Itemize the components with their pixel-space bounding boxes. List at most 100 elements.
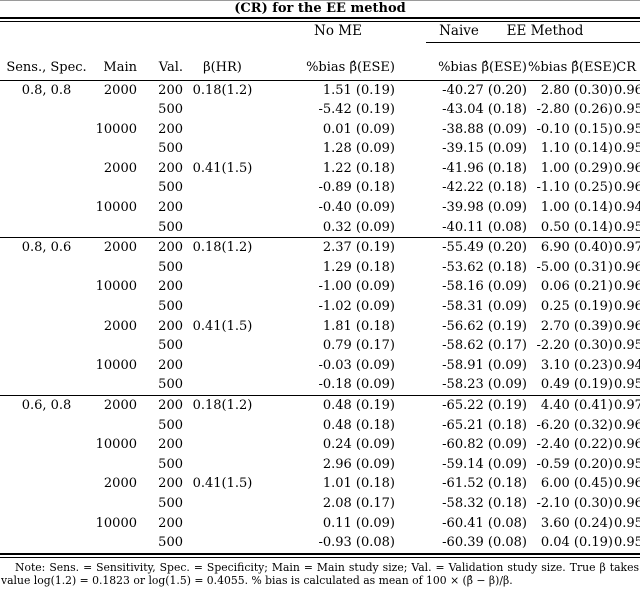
table-cell: 1.00 (0.29): [540, 160, 613, 176]
table-row: 10000 200 -0.40 (0.09) -39.98 (0.09) 1.00 (0…: [0, 198, 640, 218]
table-cell: 500: [158, 417, 183, 433]
table-cell: -0.59 (0.20): [536, 456, 613, 472]
table-cell: 10000: [95, 200, 137, 216]
table-cell: 1.22 (0.18): [322, 160, 395, 176]
table-cell: 1.81 (0.18): [322, 318, 395, 334]
table-row: 0.6, 0.8 2000 200 0.18(1.2) 0.48 (0.19) -65.2…: [0, 394, 640, 416]
table-row: 500 -0.93 (0.08) -60.39 (0.08) 0.04 (0.19) 0…: [0, 533, 640, 553]
table-cell: [184, 120, 262, 140]
table-cell: 0.41(1.5): [192, 160, 253, 176]
table-cell: [88, 297, 138, 317]
table-cell: 2.80 (0.30): [540, 82, 613, 98]
table-cell: 1.00 (0.14): [540, 200, 613, 216]
table-cell: -58.32 (0.18): [442, 495, 527, 511]
table-cell: [88, 375, 138, 395]
table-cell: 0.96: [614, 279, 640, 295]
table-cell: [0, 494, 88, 514]
table-cell: [184, 455, 262, 475]
table-cell: [88, 533, 138, 553]
table-cell: [88, 336, 138, 356]
table-cell: [0, 297, 88, 317]
table-cell: [184, 178, 262, 198]
table-cell: -5.42 (0.19): [318, 102, 395, 118]
table-cell: 0.95: [614, 141, 640, 157]
table-cell: [184, 514, 262, 534]
table-caption: (CR) for the EE method: [234, 1, 406, 16]
table-cell: 200: [158, 357, 183, 373]
table-cell: 200: [158, 437, 183, 453]
table-cell: -2.10 (0.30): [536, 495, 613, 511]
table-cell: [88, 494, 138, 514]
table-cell: 2000: [103, 160, 137, 176]
table-cell: -6.20 (0.32): [536, 417, 613, 433]
table-cell: 500: [158, 141, 183, 157]
table-cell: -65.22 (0.19): [396, 394, 528, 416]
group-header-naive: Naive: [439, 23, 479, 40]
table-cell: -0.93 (0.08): [318, 535, 395, 551]
table-cell: [184, 416, 262, 436]
table-cell: 10000: [95, 279, 137, 295]
table-cell: 0.48 (0.18): [322, 417, 395, 433]
table-cell: 0.95: [614, 377, 640, 393]
table-cell: 0.96: [614, 180, 640, 196]
group-header-row: No ME Naive EE Method: [0, 22, 640, 43]
table-row: 500 -1.02 (0.09) -58.31 (0.09) 0.25 (0.19) 0…: [0, 297, 640, 317]
table-cell: 10000: [95, 121, 137, 137]
table-cell: -0.18 (0.09): [318, 377, 395, 393]
table-cell: -55.49 (0.20): [396, 237, 528, 258]
table-cell: 500: [158, 377, 183, 393]
table-cell: 200: [138, 394, 184, 416]
table-cell: [0, 218, 88, 238]
table-cell: 2.37 (0.19): [262, 237, 396, 258]
table-cell: -61.52 (0.18): [442, 476, 527, 492]
table-row: 10000 200 -1.00 (0.09) -58.16 (0.09) 0.06 (0…: [0, 277, 640, 297]
table-cell: [0, 474, 88, 494]
table-cell: 200: [158, 121, 183, 137]
table-cell: 500: [158, 299, 183, 315]
table-cell: -58.23 (0.09): [442, 377, 527, 393]
table-cell: 0.32 (0.09): [322, 219, 395, 235]
table-cell: -2.20 (0.30): [536, 338, 613, 354]
table-cell: [184, 356, 262, 376]
table-cell: 2000: [103, 82, 137, 98]
table-cell: [0, 258, 88, 278]
table-cell: 10000: [95, 437, 137, 453]
table-cell: [0, 375, 88, 395]
table-cell: [184, 435, 262, 455]
column-header-beta-hr: β(HR): [203, 59, 242, 75]
table-row: 10000 200 0.24 (0.09) -60.82 (0.09) -2.40 (0…: [0, 435, 640, 455]
table-cell: [88, 416, 138, 436]
table-cell: 0.97: [614, 394, 640, 416]
table-cell: 200: [158, 318, 183, 334]
table-bottom-rule: [0, 552, 640, 558]
table-cell: [0, 356, 88, 376]
table-cell: 0.96: [614, 82, 640, 98]
table-cell: -1.02 (0.09): [318, 299, 395, 315]
table-row: 500 -5.42 (0.19) -43.04 (0.18) -2.80 (0.26)…: [0, 100, 640, 120]
table-row: 10000 200 -0.03 (0.09) -58.91 (0.09) 3.10 (0…: [0, 356, 640, 376]
table-cell: [0, 533, 88, 553]
table-row: 500 0.32 (0.09) -40.11 (0.08) 0.50 (0.14) 0.…: [0, 218, 640, 238]
column-header-pbias-ee: %bias β̂(ESE): [528, 59, 617, 75]
table-cell: 2000: [103, 318, 137, 334]
table-cell: [0, 120, 88, 140]
table-cell: [0, 277, 88, 297]
table-cell: 0.06 (0.21): [540, 279, 613, 295]
table-cell: -40.11 (0.08): [442, 219, 527, 235]
table-cell: 0.96: [614, 160, 640, 176]
table-cell: 0.41(1.5): [192, 318, 253, 334]
table-cell: -39.98 (0.09): [442, 200, 527, 216]
column-header-val: Val.: [158, 59, 183, 75]
table-cell: 200: [158, 515, 183, 531]
table-cell: 0.96: [614, 437, 640, 453]
table-cell: [184, 258, 262, 278]
table-cell: 200: [138, 237, 184, 258]
table-cell: 1.28 (0.09): [322, 141, 395, 157]
table-footnote: Note: Sens. = Sensitivity, Spec. = Speci…: [1, 560, 639, 588]
table-cell: 0.96: [614, 476, 640, 492]
table-cell: 3.60 (0.24): [540, 515, 613, 531]
table-cell: 1.01 (0.18): [322, 476, 395, 492]
table-row: 2000 200 0.41(1.5) 1.01 (0.18) -61.52 (0.18)…: [0, 474, 640, 494]
table-cell: 0.95: [614, 102, 640, 118]
